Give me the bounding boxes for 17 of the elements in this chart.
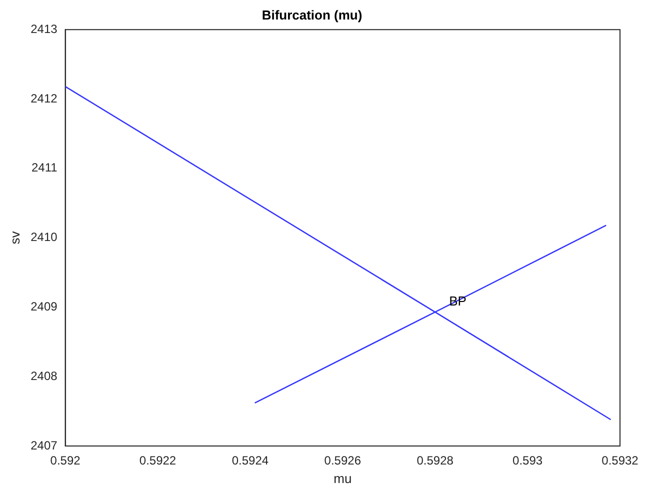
x-tick-label: 0.5924 (232, 454, 269, 468)
y-tick-label: 2412 (30, 91, 58, 106)
y-tick-label: 2407 (30, 438, 58, 452)
y-axis-title: sv (7, 230, 22, 244)
x-tick-label: 0.5932 (602, 454, 639, 468)
x-tick-label: 0.592 (50, 454, 81, 468)
x-axis-title: mu (334, 470, 352, 486)
chart-title: Bifurcation (mu) (262, 7, 362, 22)
y-tick-label: 2408 (30, 368, 58, 383)
y-tick-label: 2411 (31, 160, 58, 175)
x-tick-label: 0.5928 (416, 454, 454, 468)
x-tick-label: 0.5922 (139, 454, 176, 468)
y-tick-label: 2413 (30, 22, 58, 36)
x-tick-label: 0.5926 (324, 454, 362, 468)
y-tick-label: 2409 (30, 300, 58, 314)
y-tick-label: 2410 (30, 230, 58, 244)
x-tick-label: 0.593 (512, 454, 543, 468)
